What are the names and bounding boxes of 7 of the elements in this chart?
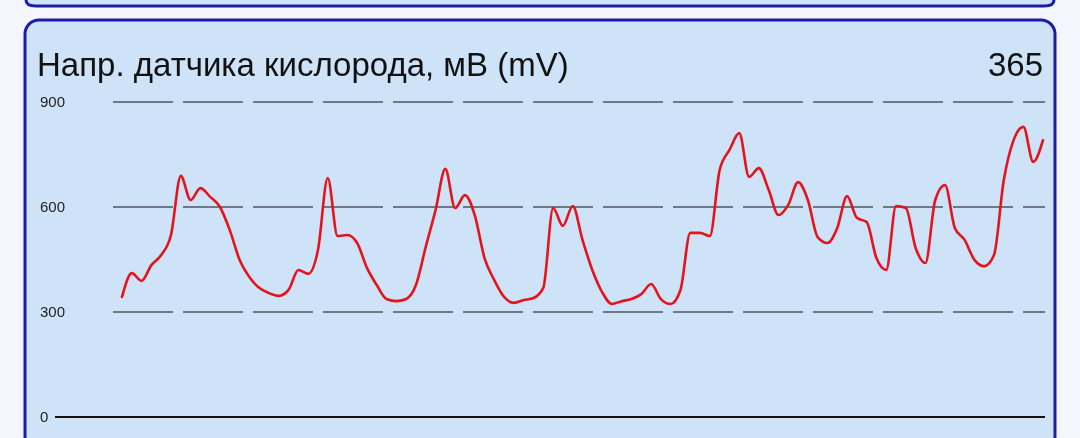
chart-title: Напр. датчика кислорода, мВ (mV) [37,46,569,83]
y-tick-label: 600 [40,198,66,216]
y-tick-label: 300 [40,303,66,321]
y-tick-label: 0 [40,408,49,426]
y-tick-label: 900 [40,93,66,111]
text: 365 [987,46,1043,83]
line-series [120,125,1045,306]
